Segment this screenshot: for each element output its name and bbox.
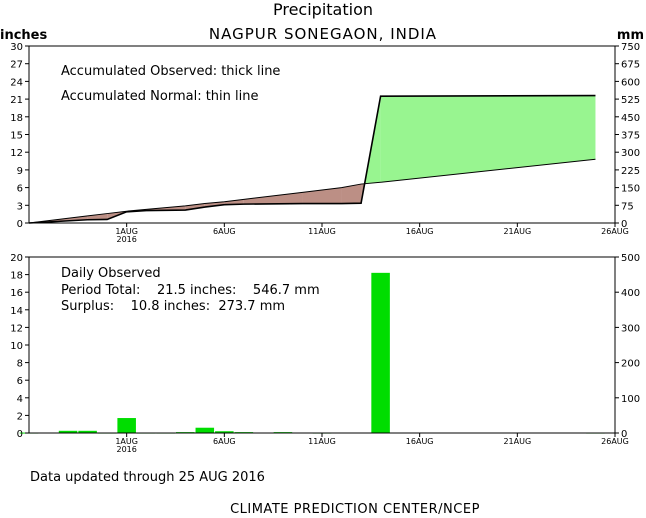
top-y-tick-label: 6 — [17, 184, 23, 195]
accumulated-normal-line — [28, 158, 596, 224]
top-y2-tick-label: 525 — [621, 95, 640, 106]
top-y2-tick-label: 675 — [621, 60, 640, 71]
bottom-x-tick-label: 1AUG — [115, 437, 138, 446]
top-y-tick-label: 21 — [10, 95, 23, 106]
bottom-y2-tick-label: 100 — [621, 394, 640, 405]
bottom-y2-tick-label: 300 — [621, 323, 640, 334]
daily-bar — [195, 427, 215, 433]
chart-subtitle: NAGPUR SONEGAON, INDIA — [209, 25, 437, 43]
bottom-y-tick-label: 16 — [10, 288, 23, 299]
daily-bar — [78, 430, 97, 433]
top-x-year-label: 2016 — [116, 235, 136, 244]
top-y2-tick-label: 75 — [621, 201, 634, 212]
daily-bar — [117, 418, 136, 433]
daily-bar — [215, 431, 234, 433]
legend-daily-observed: Daily Observed — [61, 266, 161, 281]
bottom-y2-tick-label: 400 — [621, 288, 640, 299]
top-y-tick-label: 30 — [10, 42, 23, 53]
daily-bar — [58, 430, 78, 433]
bottom-y-tick-label: 2 — [17, 411, 23, 422]
bottom-x-tick-label: 26AUG — [601, 437, 629, 446]
accumulated-panel: 0369121518212427300751502253003754505256… — [10, 42, 640, 244]
top-y2-tick-label: 225 — [621, 166, 640, 177]
credit-line: CLIMATE PREDICTION CENTER/NCEP — [230, 502, 480, 517]
top-x-tick-label: 6AUG — [213, 227, 236, 236]
top-y-tick-label: 27 — [10, 60, 23, 71]
top-y-tick-label: 9 — [17, 166, 23, 177]
top-y-tick-label: 3 — [17, 201, 23, 212]
bottom-y-tick-label: 10 — [10, 341, 23, 352]
deficit-fill — [341, 184, 362, 204]
surplus-note: Surplus: 10.8 inches: 273.7 mm — [61, 299, 285, 314]
bottom-y-tick-label: 12 — [10, 323, 23, 334]
legend-observed: Accumulated Observed: thick line — [61, 64, 280, 79]
top-y-tick-label: 24 — [10, 77, 23, 88]
daily-bar — [371, 272, 390, 433]
top-y2-tick-label: 375 — [621, 131, 640, 142]
bottom-y-tick-label: 8 — [17, 359, 23, 370]
top-y-tick-label: 15 — [10, 131, 23, 142]
top-y2-tick-label: 600 — [621, 77, 640, 88]
top-x-tick-label: 21AUG — [503, 227, 531, 236]
deficit-fill — [243, 192, 303, 205]
left-unit-label: inches — [0, 28, 47, 43]
bottom-y-tick-label: 6 — [17, 376, 23, 387]
bottom-y-tick-label: 0 — [17, 429, 23, 440]
top-x-tick-label: 11AUG — [308, 227, 336, 236]
data-updated-note: Data updated through 25 AUG 2016 — [30, 470, 265, 485]
top-y2-tick-label: 0 — [621, 219, 627, 230]
deficit-fill — [224, 199, 244, 205]
bottom-y2-tick-label: 500 — [621, 253, 640, 264]
bottom-x-tick-label: 11AUG — [308, 437, 336, 446]
bottom-y-tick-label: 14 — [10, 306, 23, 317]
top-y2-tick-label: 450 — [621, 113, 640, 124]
bottom-y-tick-label: 18 — [10, 271, 23, 282]
bottom-x-tick-label: 16AUG — [406, 437, 434, 446]
top-y2-tick-label: 150 — [621, 184, 640, 195]
deficit-fill — [87, 213, 108, 220]
top-x-tick-label: 26AUG — [601, 227, 629, 236]
period-total-note: Period Total: 21.5 inches: 546.7 mm — [61, 283, 320, 298]
legend-normal: Accumulated Normal: thin line — [61, 89, 259, 104]
top-y-tick-label: 12 — [10, 148, 23, 159]
top-x-tick-label: 16AUG — [406, 227, 434, 236]
right-unit-label: mm — [617, 28, 644, 43]
bottom-x-year-label: 2016 — [116, 445, 136, 454]
surplus-fill — [380, 95, 596, 183]
top-y2-tick-label: 300 — [621, 148, 640, 159]
accumulated-observed-line — [28, 94, 596, 224]
bottom-y-tick-label: 4 — [17, 394, 23, 405]
chart-title: Precipitation — [273, 0, 373, 19]
bottom-y2-tick-label: 200 — [621, 359, 640, 370]
top-x-tick-label: 1AUG — [115, 227, 138, 236]
bottom-x-tick-label: 6AUG — [213, 437, 236, 446]
top-y-tick-label: 18 — [10, 113, 23, 124]
top-y2-tick-label: 750 — [621, 42, 640, 53]
bottom-x-tick-label: 21AUG — [503, 437, 531, 446]
top-y-tick-label: 0 — [17, 219, 23, 230]
deficit-fill — [185, 203, 205, 211]
bottom-y2-tick-label: 0 — [621, 429, 627, 440]
bottom-y-tick-label: 20 — [10, 253, 23, 264]
